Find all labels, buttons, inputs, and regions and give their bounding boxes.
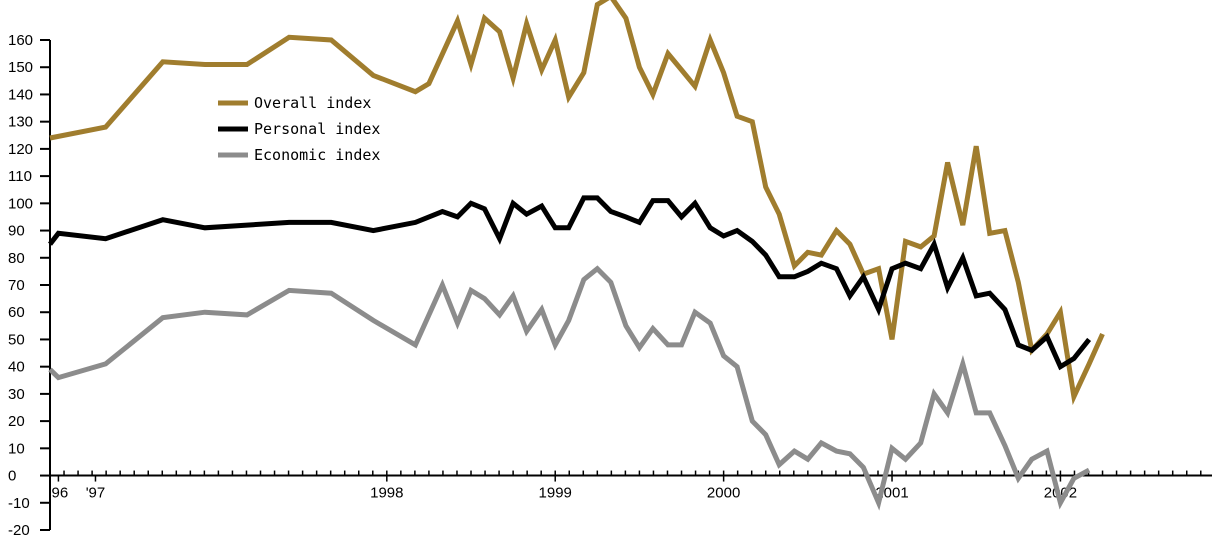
y-tick-label: 60 bbox=[8, 304, 25, 321]
y-tick-label: 140 bbox=[8, 86, 33, 103]
y-tick-label: 80 bbox=[8, 250, 25, 267]
y-tick-label: -10 bbox=[8, 495, 30, 512]
y-tick-label: 40 bbox=[8, 359, 25, 376]
y-tick-label: -20 bbox=[8, 522, 30, 539]
x-tick-label: '97 bbox=[86, 485, 106, 502]
x-tick-label: 2000 bbox=[707, 485, 740, 502]
y-tick-label: 70 bbox=[8, 277, 25, 294]
y-tick-label: 10 bbox=[8, 440, 25, 457]
y-tick-label: 90 bbox=[8, 223, 25, 240]
x-tick-label: 1999 bbox=[539, 485, 572, 502]
x-tick-label: 1998 bbox=[370, 485, 403, 502]
y-tick-label: 110 bbox=[8, 168, 32, 185]
x-tick-label: '96 bbox=[49, 485, 69, 502]
y-tick-label: 20 bbox=[8, 413, 25, 430]
axes-layer: -20 -10 0 10 20 30 40 50 60 70 80 90 100 110 120 130 140… bbox=[8, 32, 1212, 539]
y-tick-label: 100 bbox=[8, 195, 33, 212]
series-line-personal-index bbox=[48, 195, 1092, 371]
legend-label: Personal index bbox=[254, 120, 380, 138]
y-tick-label: 50 bbox=[8, 331, 25, 348]
legend: Overall index Personal index Economic inde… bbox=[218, 94, 380, 164]
y-tick-label: 0 bbox=[8, 468, 16, 485]
series-layer bbox=[48, 0, 1105, 511]
y-tick-label: 30 bbox=[8, 386, 25, 403]
y-tick-label: 120 bbox=[8, 141, 33, 158]
legend-label: Economic index bbox=[254, 146, 380, 164]
legend-label: Overall index bbox=[254, 94, 371, 112]
series-line-economic-index bbox=[48, 265, 1091, 511]
y-tick-label: 160 bbox=[8, 32, 33, 49]
y-tick-label: 150 bbox=[8, 59, 33, 76]
series-line-overall-index bbox=[49, 0, 1105, 406]
y-tick-label: 130 bbox=[8, 114, 33, 131]
